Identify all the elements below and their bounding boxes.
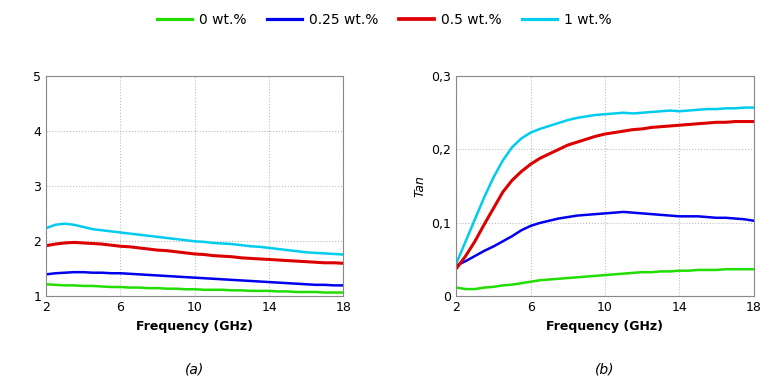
- Text: (b): (b): [595, 363, 614, 377]
- Text: (a): (a): [185, 363, 205, 377]
- X-axis label: Frequency (GHz): Frequency (GHz): [136, 320, 253, 333]
- X-axis label: Frequency (GHz): Frequency (GHz): [547, 320, 664, 333]
- Legend: 0 wt.%, 0.25 wt.%, 0.5 wt.%, 1 wt.%: 0 wt.%, 0.25 wt.%, 0.5 wt.%, 1 wt.%: [151, 7, 618, 32]
- Y-axis label: Tan: Tan: [413, 175, 426, 197]
